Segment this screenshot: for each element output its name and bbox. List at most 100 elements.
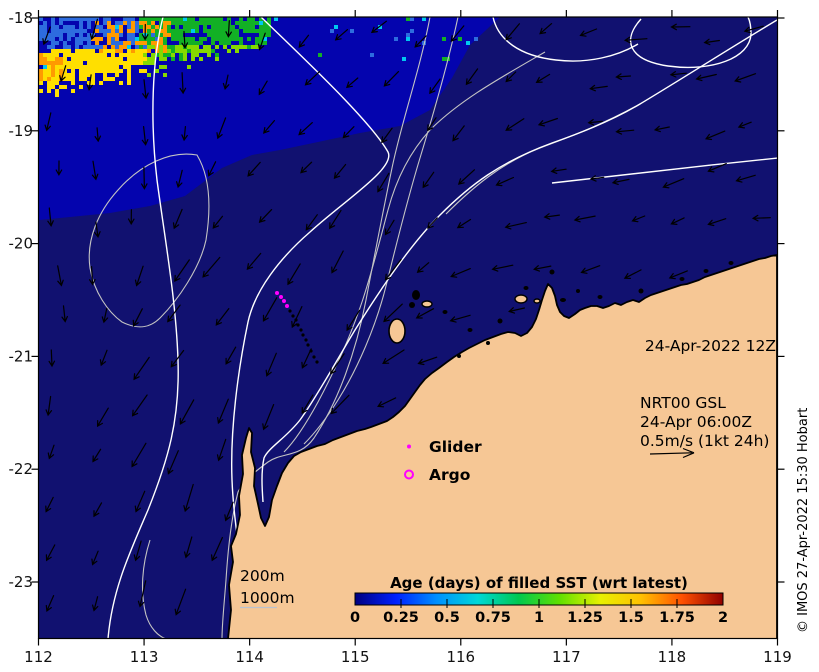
current-vector	[258, 80, 268, 96]
sst-age-cell	[55, 77, 59, 81]
sst-age-cell	[147, 57, 151, 61]
sst-age-cell	[115, 37, 119, 41]
sst-age-cell	[111, 41, 115, 45]
sst-age-cell	[127, 53, 131, 57]
current-vector	[141, 23, 149, 41]
sst-age-cell	[227, 41, 231, 45]
current-vector	[450, 268, 471, 278]
current-vector	[504, 222, 527, 230]
sst-age-cell	[115, 69, 119, 73]
sst-age-speck	[350, 29, 354, 33]
sst-age-cell	[43, 73, 47, 77]
sst-age-cell	[191, 45, 195, 49]
current-vector	[183, 483, 194, 513]
sst-age-cell	[247, 25, 251, 29]
sst-age-cell	[123, 65, 127, 69]
sst-age-cell	[55, 25, 59, 29]
current-vector	[543, 213, 560, 220]
current-vector	[304, 70, 321, 86]
current-vector	[92, 448, 102, 463]
sst-age-cell	[199, 37, 203, 41]
sst-age-cell	[171, 29, 175, 33]
sst-age-cell	[91, 81, 95, 85]
sst-age-cell	[135, 29, 139, 33]
sst-age-cell	[219, 37, 223, 41]
sst-age-cell	[143, 41, 147, 45]
sst-age-cell	[167, 21, 171, 25]
sst-age-cell	[171, 53, 175, 57]
current-vector	[167, 304, 181, 323]
sst-age-cell	[247, 21, 251, 25]
sst-age-speck	[458, 37, 462, 41]
current-vector	[615, 73, 631, 80]
sst-age-cell	[79, 57, 83, 61]
sst-age-cell	[51, 41, 55, 45]
sst-age-cell	[223, 45, 227, 49]
current-vector	[377, 397, 397, 408]
sst-age-cell	[71, 81, 75, 85]
sst-age-cell	[119, 21, 123, 25]
current-vector	[94, 127, 102, 143]
sst-age-cell	[59, 65, 63, 69]
sst-age-cell	[95, 25, 99, 29]
sst-age-cell	[211, 37, 215, 41]
sst-age-cell	[143, 69, 147, 73]
sst-age-cell	[71, 57, 75, 61]
sst-age-cell	[87, 21, 91, 25]
sst-age-cell	[155, 53, 159, 57]
sst-age-cell	[47, 57, 51, 61]
current-vector	[449, 314, 471, 323]
glider-track-dot-old	[288, 309, 292, 313]
sst-age-cell	[43, 37, 47, 41]
sst-age-cell	[163, 49, 167, 53]
sst-age-cell	[199, 41, 203, 45]
sst-age-cell	[95, 57, 99, 61]
current-vector	[263, 120, 275, 134]
sst-age-cell	[63, 85, 67, 89]
sst-age-cell	[71, 65, 75, 69]
sst-age-cell	[171, 33, 175, 37]
sst-age-pixel-field	[39, 17, 478, 97]
sst-age-cell	[71, 77, 75, 81]
sst-age-cell	[227, 37, 231, 41]
sst-age-cell	[107, 61, 111, 65]
current-vector	[216, 117, 227, 140]
current-vector	[137, 580, 147, 608]
sst-age-cell	[107, 65, 111, 69]
sst-age-cell	[187, 21, 191, 25]
colorbar-tick-label: 2	[718, 610, 728, 626]
current-vector	[505, 118, 525, 131]
current-vector	[174, 259, 190, 282]
sst-age-cell	[191, 41, 195, 45]
current-vector	[134, 265, 144, 287]
current-vector	[334, 29, 349, 41]
sst-age-cell	[179, 45, 183, 49]
sst-age-cell	[91, 65, 95, 69]
sst-age-cell	[147, 61, 151, 65]
sst-age-cell	[107, 57, 111, 61]
current-vector	[55, 160, 63, 177]
sst-age-cell	[43, 33, 47, 37]
current-vector	[141, 166, 148, 190]
sst-age-cell	[255, 37, 259, 41]
sst-age-cell	[79, 85, 83, 89]
sst-age-cell	[103, 29, 107, 33]
sst-age-cell	[263, 21, 267, 25]
sst-age-cell	[103, 65, 107, 69]
sst-age-cell	[83, 17, 87, 21]
sst-age-cell	[51, 73, 55, 77]
sst-age-cell	[127, 29, 131, 33]
x-tick-label: 112	[24, 648, 53, 666]
sst-age-cell	[239, 45, 243, 49]
sst-age-cell	[111, 77, 115, 81]
sst-age-cell	[251, 17, 255, 21]
sst-age-speck	[406, 33, 410, 37]
current-vector	[207, 161, 217, 177]
sst-age-cell	[67, 73, 71, 77]
sst-age-cell	[83, 57, 87, 61]
bathy-contour	[221, 17, 431, 639]
sst-age-cell	[115, 21, 119, 25]
sst-age-cell	[103, 61, 107, 65]
sst-age-cell	[167, 53, 171, 57]
current-vector	[465, 68, 479, 86]
